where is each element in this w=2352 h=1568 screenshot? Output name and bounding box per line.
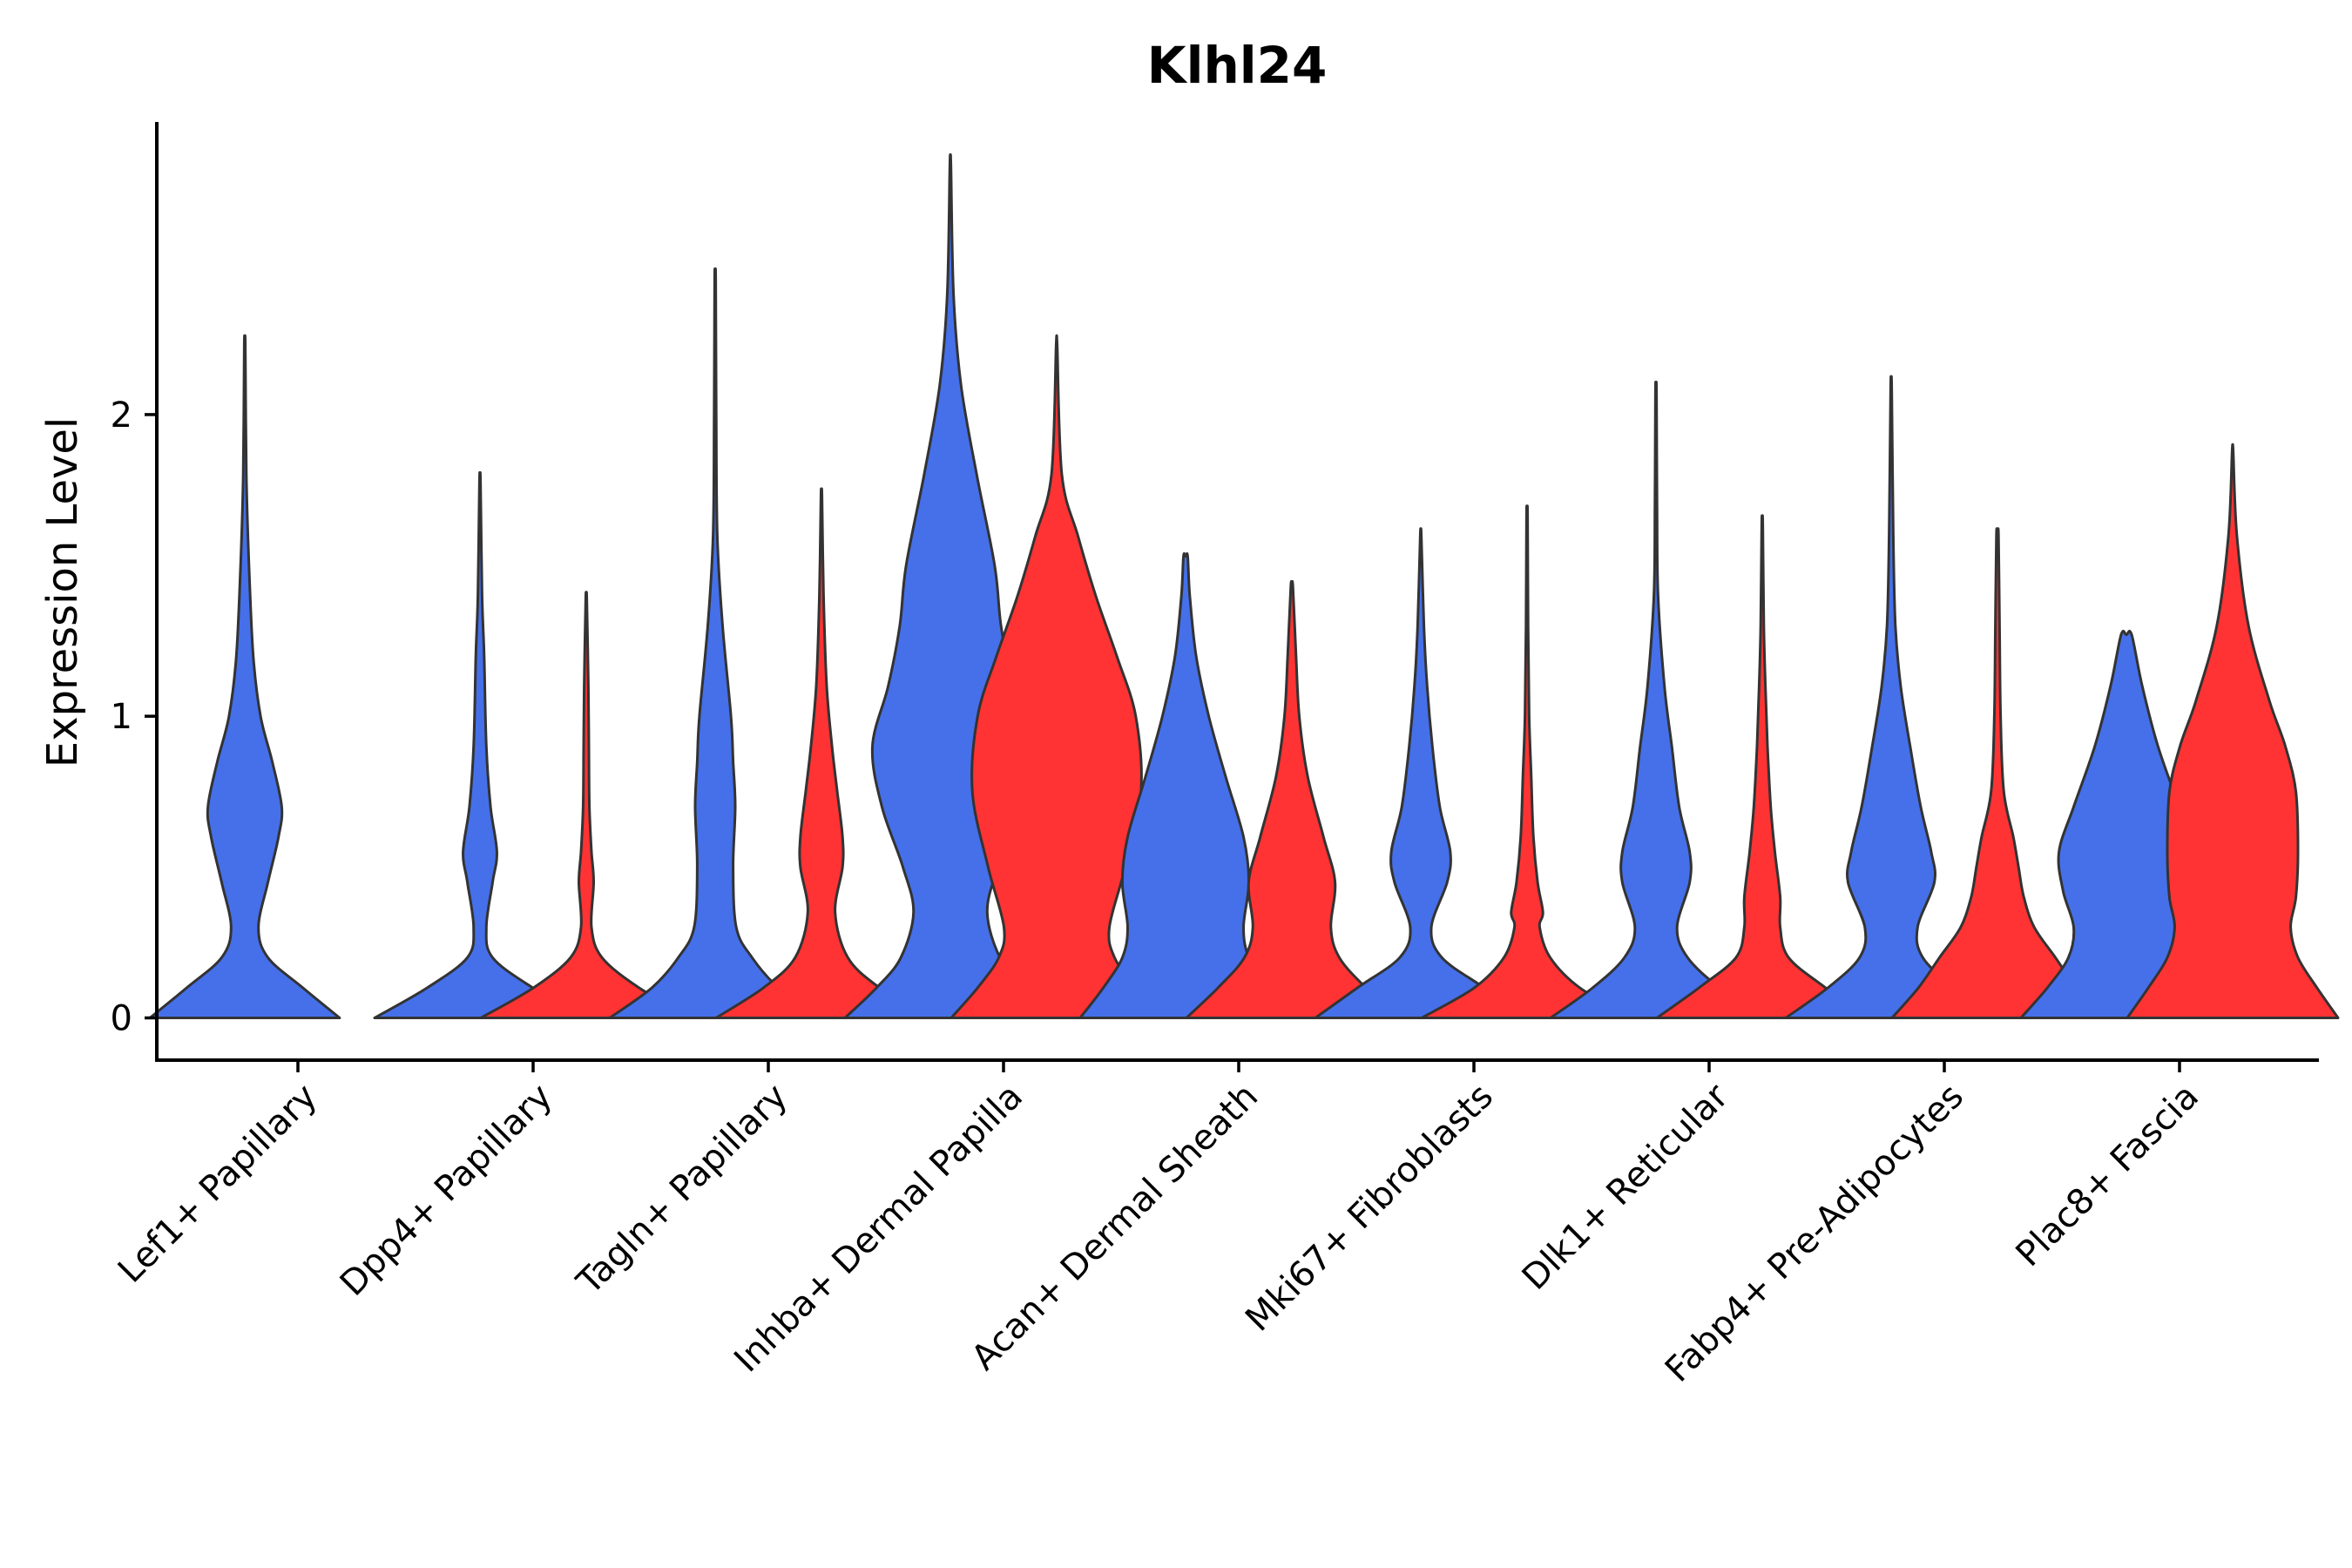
y-tick-label: 0: [111, 999, 132, 1039]
violin-blue: [148, 334, 341, 1019]
violin-blue: [1314, 527, 1528, 1019]
chart-title: Klhl24: [1147, 36, 1328, 95]
y-tick-label: 1: [111, 697, 132, 737]
violin-group: [148, 153, 2340, 1019]
violin-blue: [608, 267, 822, 1019]
violin-red: [714, 487, 929, 1019]
y-axis-label: Expression Level: [38, 417, 87, 768]
violin-red: [1655, 514, 1869, 1019]
violin-red: [2126, 443, 2340, 1019]
violin-red: [1420, 504, 1634, 1019]
violin-red: [1185, 579, 1399, 1019]
y-tick-label: 2: [111, 395, 132, 436]
y-axis-ticks: 0 1 2: [111, 395, 157, 1039]
violin-blue: [1549, 381, 1763, 1019]
violin-blue: [1784, 375, 1998, 1019]
violin-blue: [373, 470, 587, 1019]
violin-red: [1890, 527, 2105, 1019]
violin-red: [479, 591, 693, 1019]
